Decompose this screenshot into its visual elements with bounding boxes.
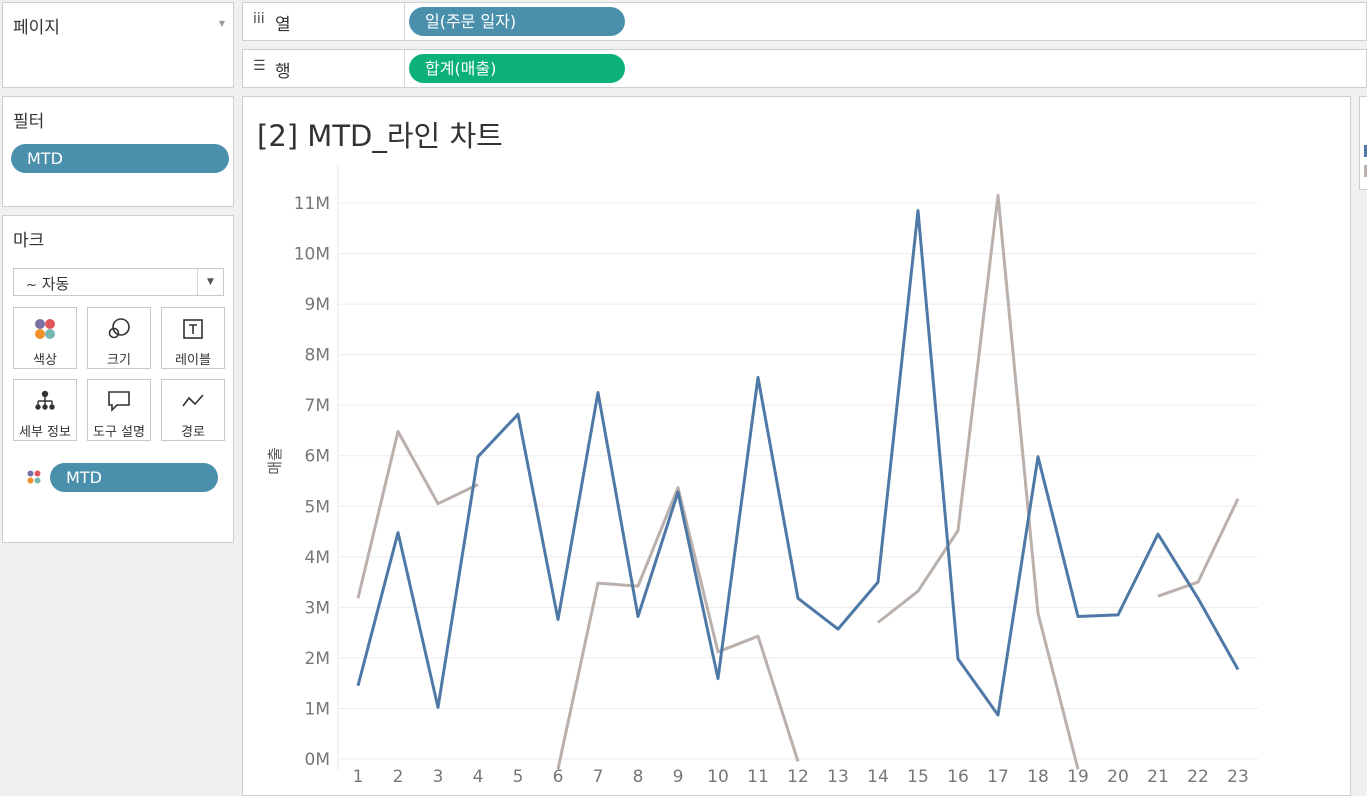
x-tick-label: 22 [1187, 767, 1209, 787]
y-tick-label: 1M [305, 699, 330, 719]
x-tick-label: 5 [513, 767, 524, 787]
color-button[interactable]: 색상 [13, 307, 77, 369]
pages-title: 페이지 [13, 18, 60, 38]
x-tick-label: 3 [433, 767, 444, 787]
y-tick-label: 2M [305, 649, 330, 669]
detail-button[interactable]: 세부 정보 [13, 379, 77, 441]
detail-label: 세부 정보 [19, 425, 71, 440]
legend-swatch [1364, 145, 1367, 157]
columns-shelf: iii 열 일(주문 일자) [242, 2, 1367, 41]
x-tick-label: 10 [707, 767, 729, 787]
size-label: 크기 [107, 353, 131, 368]
mark-type-dropdown[interactable]: ~ 자동 ▼ [13, 268, 224, 296]
y-tick-label: 3M [305, 598, 330, 618]
label-button[interactable]: 레이블 [161, 307, 225, 369]
path-icon [182, 394, 204, 407]
rows-pill[interactable]: 합계(매출) [409, 54, 625, 83]
view-panel: [2] MTD_라인 차트 [242, 96, 1351, 796]
x-tick-label: 13 [827, 767, 849, 787]
chevron-down-icon[interactable]: ▼ [197, 269, 223, 295]
line-mark-icon: ~ [26, 278, 37, 293]
rows-icon: ☰ [253, 58, 266, 74]
tooltip-icon [108, 391, 130, 412]
y-tick-label: 5M [305, 497, 330, 517]
x-tick-label: 4 [473, 767, 484, 787]
pages-menu-icon[interactable]: ▼ [218, 19, 225, 28]
x-tick-label: 14 [867, 767, 889, 787]
tooltip-label: 도구 설명 [93, 425, 145, 440]
y-tick-label: 9M [305, 295, 330, 315]
columns-label: 열 [275, 15, 291, 35]
color-icon [35, 319, 55, 339]
y-tick-label: 7M [305, 396, 330, 416]
marks-title: 마크 [13, 231, 45, 251]
x-tick-label: 2 [393, 767, 404, 787]
label-label: 레이블 [175, 353, 211, 368]
y-tick-label: 4M [305, 548, 330, 568]
x-tick-label: 23 [1227, 767, 1249, 787]
y-tick-label: 10M [294, 245, 330, 265]
detail-hierarchy-icon [35, 390, 55, 410]
legend-swatch [1364, 165, 1367, 177]
x-tick-label: 17 [987, 767, 1009, 787]
text-label-icon [183, 319, 203, 339]
size-button[interactable]: 크기 [87, 307, 151, 369]
size-icon [108, 318, 130, 339]
x-tick-label: 9 [673, 767, 684, 787]
x-tick-label: 21 [1147, 767, 1169, 787]
legend-panel [1359, 96, 1367, 190]
filters-title: 필터 [13, 112, 45, 132]
y-tick-label: 11M [294, 194, 330, 214]
x-tick-label: 6 [553, 767, 564, 787]
color-encoding-icon [27, 470, 41, 484]
y-tick-label: 0M [305, 750, 330, 770]
rows-label: 행 [275, 62, 291, 82]
x-tick-label: 1 [353, 767, 364, 787]
path-button[interactable]: 경로 [161, 379, 225, 441]
x-tick-label: 19 [1067, 767, 1089, 787]
x-tick-label: 8 [633, 767, 644, 787]
x-tick-label: 12 [787, 767, 809, 787]
filter-pill-mtd[interactable]: MTD [11, 144, 229, 173]
color-pill-mtd[interactable]: MTD [50, 463, 218, 492]
x-tick-label: 7 [593, 767, 604, 787]
series-line-1[interactable] [356, 209, 1240, 717]
x-tick-label: 11 [747, 767, 769, 787]
series-line-2[interactable] [356, 193, 1240, 770]
filters-panel: 필터 MTD [2, 96, 234, 207]
chart-title: [2] MTD_라인 차트 [257, 119, 503, 153]
pages-panel: 페이지 ▼ [2, 2, 234, 88]
y-axis-label: 매출 [266, 447, 284, 475]
columns-icon: iii [253, 11, 265, 27]
path-label: 경로 [181, 425, 205, 440]
x-tick-label: 20 [1107, 767, 1129, 787]
y-tick-label: 8M [305, 346, 330, 366]
y-tick-label: 6M [305, 447, 330, 467]
marks-panel: 마크 ~ 자동 ▼ 색상 크기 레이블 [2, 215, 234, 543]
tooltip-button[interactable]: 도구 설명 [87, 379, 151, 441]
x-tick-label: 16 [947, 767, 969, 787]
mark-type-label: 자동 [41, 275, 70, 293]
rows-shelf: ☰ 행 합계(매출) [242, 49, 1367, 88]
x-tick-label: 18 [1027, 767, 1049, 787]
columns-pill[interactable]: 일(주문 일자) [409, 7, 625, 36]
x-tick-label: 15 [907, 767, 929, 787]
color-label: 색상 [33, 353, 57, 368]
